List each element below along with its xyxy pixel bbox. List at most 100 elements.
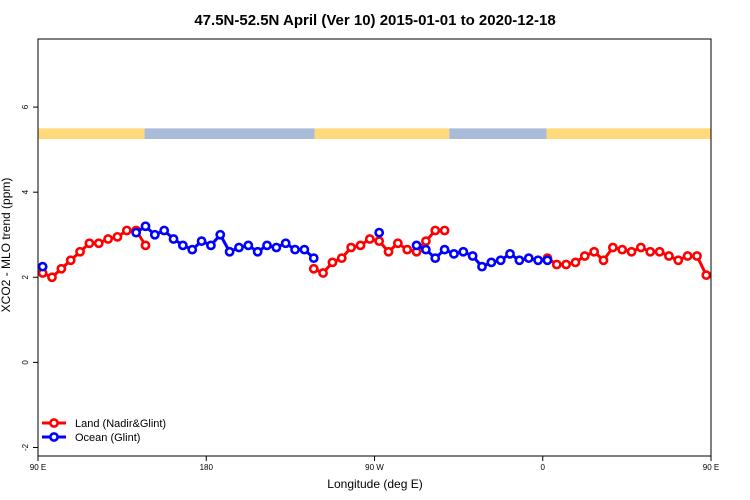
data-point-land [607, 242, 618, 253]
data-point-land [701, 270, 711, 281]
data-point-ocean [299, 244, 310, 255]
band-segment-land [546, 128, 711, 139]
data-point-ocean [177, 240, 188, 251]
data-point-land [626, 246, 637, 257]
data-point-land [439, 225, 450, 236]
data-point-land [570, 257, 581, 268]
band-segment-land [38, 128, 145, 139]
data-point-land [112, 231, 123, 242]
x-tick-label: 180 [200, 463, 214, 472]
data-point-ocean [131, 227, 142, 238]
data-point-land [336, 253, 347, 264]
data-point-land [75, 246, 85, 257]
data-point-ocean [243, 240, 254, 251]
legend-label-ocean: Ocean (Glint) [75, 432, 140, 444]
data-point-ocean [486, 257, 497, 268]
data-point-land [121, 225, 132, 236]
y-tick-label: 4 [21, 189, 30, 194]
y-tick-label: 2 [21, 275, 30, 280]
x-tick-label: 90 E [703, 463, 719, 472]
data-point-ocean [533, 255, 543, 266]
data-point-land [374, 236, 385, 247]
legend-marker-land [49, 418, 59, 428]
data-point-ocean [224, 246, 235, 257]
data-point-ocean [523, 253, 534, 264]
series-layer [38, 221, 747, 283]
y-tick-label: 0 [21, 360, 30, 365]
data-point-ocean [140, 221, 151, 232]
data-point-ocean [206, 240, 216, 251]
data-point-land [308, 263, 319, 274]
y-tick-label: 6 [21, 104, 30, 109]
data-point-ocean [467, 251, 478, 261]
series-line-land [546, 245, 711, 277]
data-point-land [682, 251, 693, 261]
data-point-ocean [271, 242, 282, 253]
data-point-ocean [38, 261, 48, 272]
data-point-land [731, 265, 738, 272]
data-point-ocean [514, 255, 525, 266]
axes: 90 E 180 90 W 0 90 E -2 0 2 4 6 [21, 38, 719, 472]
data-point-land [93, 238, 104, 249]
data-point-ocean [290, 244, 300, 255]
x-tick-label: 90 E [30, 463, 46, 472]
data-point-land [598, 255, 609, 266]
band-segment-ocean [144, 128, 315, 139]
data-point-ocean [495, 255, 506, 266]
data-point-land [673, 255, 684, 266]
data-point-ocean [159, 225, 170, 236]
data-point-land [421, 236, 431, 247]
data-point-ocean [710, 265, 711, 269]
data-point-land [65, 255, 76, 266]
data-point-land [140, 240, 151, 251]
data-point-ocean [280, 238, 291, 249]
data-point-land [430, 225, 441, 236]
data-point-land [635, 242, 646, 253]
data-point-ocean [411, 240, 422, 251]
band-segment-land [314, 128, 450, 139]
data-point-ocean [234, 242, 244, 253]
y-tick-label: -2 [21, 443, 30, 451]
data-point-ocean [168, 234, 179, 244]
data-point-land [364, 234, 375, 244]
data-point-ocean [421, 244, 431, 255]
data-point-land [654, 246, 665, 257]
data-point-ocean [505, 248, 515, 259]
data-point-ocean [374, 227, 385, 238]
data-point-land [392, 238, 403, 249]
data-point-land [355, 240, 366, 251]
data-point-ocean [196, 236, 207, 247]
data-point-ocean [542, 255, 553, 266]
data-point-land [589, 246, 600, 257]
data-point-ocean [308, 253, 319, 264]
data-point-land [721, 274, 728, 281]
data-point-ocean [149, 229, 160, 240]
data-point-land [318, 268, 328, 278]
data-point-land [579, 251, 590, 261]
data-point-ocean [439, 244, 450, 255]
data-point-ocean [477, 261, 487, 272]
band-segment-ocean [449, 128, 547, 139]
data-point-ocean [430, 253, 441, 264]
data-point-land [561, 259, 572, 270]
data-point-land [740, 259, 747, 266]
data-point-ocean [252, 246, 263, 257]
data-point-land [327, 257, 338, 268]
data-point-land [551, 259, 562, 270]
surface-band [38, 128, 711, 139]
x-tick-label: 90 W [365, 463, 384, 472]
data-point-land [402, 244, 413, 255]
x-tick-label: 0 [541, 463, 546, 472]
data-point-land [346, 242, 357, 253]
data-point-land [617, 244, 628, 255]
legend: Land (Nadir&Glint) Ocean (Glint) [42, 418, 166, 444]
data-point-land [664, 251, 674, 261]
data-point-land [84, 238, 95, 249]
legend-label-land: Land (Nadir&Glint) [75, 418, 166, 430]
data-point-land [692, 251, 702, 261]
data-point-land [47, 272, 57, 283]
data-point-ocean [449, 248, 459, 259]
data-point-land [645, 246, 656, 257]
data-point-land [103, 234, 114, 244]
